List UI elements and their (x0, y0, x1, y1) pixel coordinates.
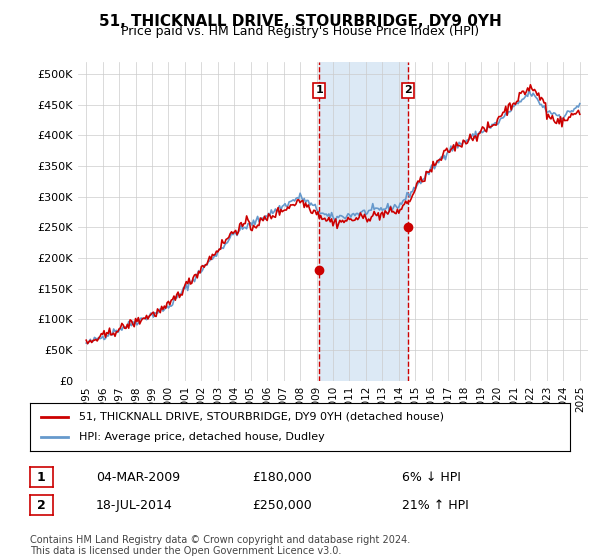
Text: 1: 1 (316, 85, 323, 95)
Text: 6% ↓ HPI: 6% ↓ HPI (402, 470, 461, 484)
Text: 2: 2 (37, 498, 46, 512)
Text: Price paid vs. HM Land Registry's House Price Index (HPI): Price paid vs. HM Land Registry's House … (121, 25, 479, 38)
Text: £250,000: £250,000 (252, 498, 312, 512)
Text: 1: 1 (37, 470, 46, 484)
Text: Contains HM Land Registry data © Crown copyright and database right 2024.
This d: Contains HM Land Registry data © Crown c… (30, 535, 410, 557)
Text: 18-JUL-2014: 18-JUL-2014 (96, 498, 173, 512)
Text: 04-MAR-2009: 04-MAR-2009 (96, 470, 180, 484)
Text: 2: 2 (404, 85, 412, 95)
Text: 51, THICKNALL DRIVE, STOURBRIDGE, DY9 0YH: 51, THICKNALL DRIVE, STOURBRIDGE, DY9 0Y… (98, 14, 502, 29)
Text: 21% ↑ HPI: 21% ↑ HPI (402, 498, 469, 512)
Text: £180,000: £180,000 (252, 470, 312, 484)
Text: HPI: Average price, detached house, Dudley: HPI: Average price, detached house, Dudl… (79, 432, 325, 442)
Bar (319, 62, 407, 381)
Text: 51, THICKNALL DRIVE, STOURBRIDGE, DY9 0YH (detached house): 51, THICKNALL DRIVE, STOURBRIDGE, DY9 0Y… (79, 412, 443, 422)
